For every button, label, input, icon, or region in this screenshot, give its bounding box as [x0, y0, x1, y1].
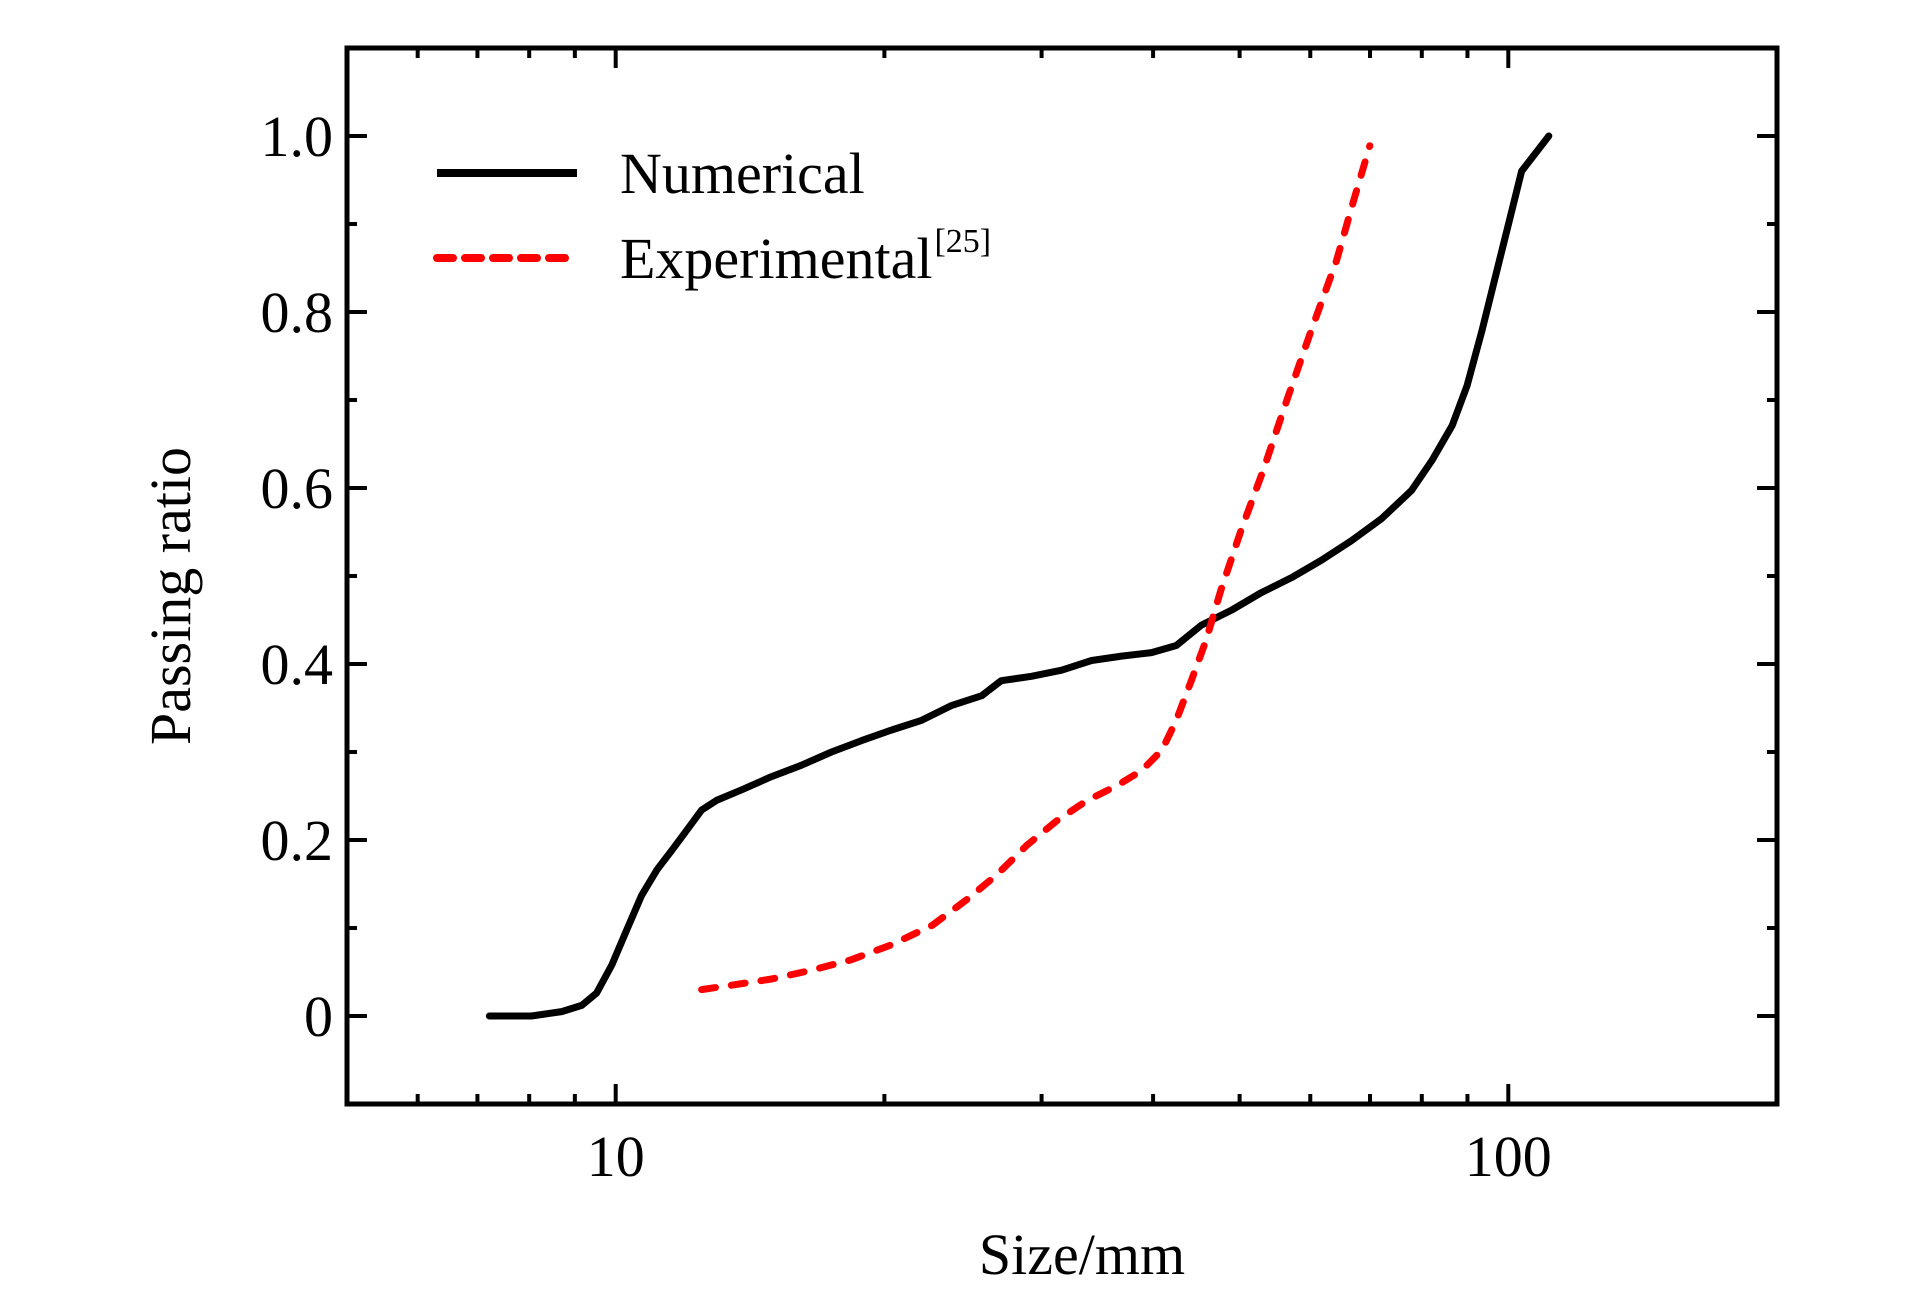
legend-label-numerical: Numerical [620, 141, 865, 206]
y-tick-label: 0.2 [261, 808, 334, 873]
y-tick-label: 0.4 [261, 632, 334, 697]
y-tick-label: 0.6 [261, 456, 334, 521]
y-tick-label: 0 [304, 984, 333, 1049]
axis-tick-labels: 10 100 0 0.2 0.4 0.6 0.8 1.0 [261, 104, 1552, 1189]
legend-label-experimental: Experimental [620, 226, 932, 291]
y-tick-label: 1.0 [261, 104, 334, 169]
axis-ticks [347, 48, 1777, 1104]
legend: Numerical Experimental [25] [433, 141, 991, 291]
series-line-numerical [485, 132, 1553, 1020]
y-tick-label: 0.8 [261, 280, 334, 345]
x-axis-title: Size/mm [979, 1222, 1185, 1287]
legend-citation-superscript: [25] [934, 223, 991, 260]
x-tick-label: 100 [1465, 1124, 1552, 1189]
x-tick-label: 10 [587, 1124, 645, 1189]
plot-frame [344, 45, 1780, 1107]
y-axis-title: Passing ratio [138, 447, 203, 745]
series-layer [485, 132, 1553, 1020]
series-line-experimental [698, 142, 1374, 994]
